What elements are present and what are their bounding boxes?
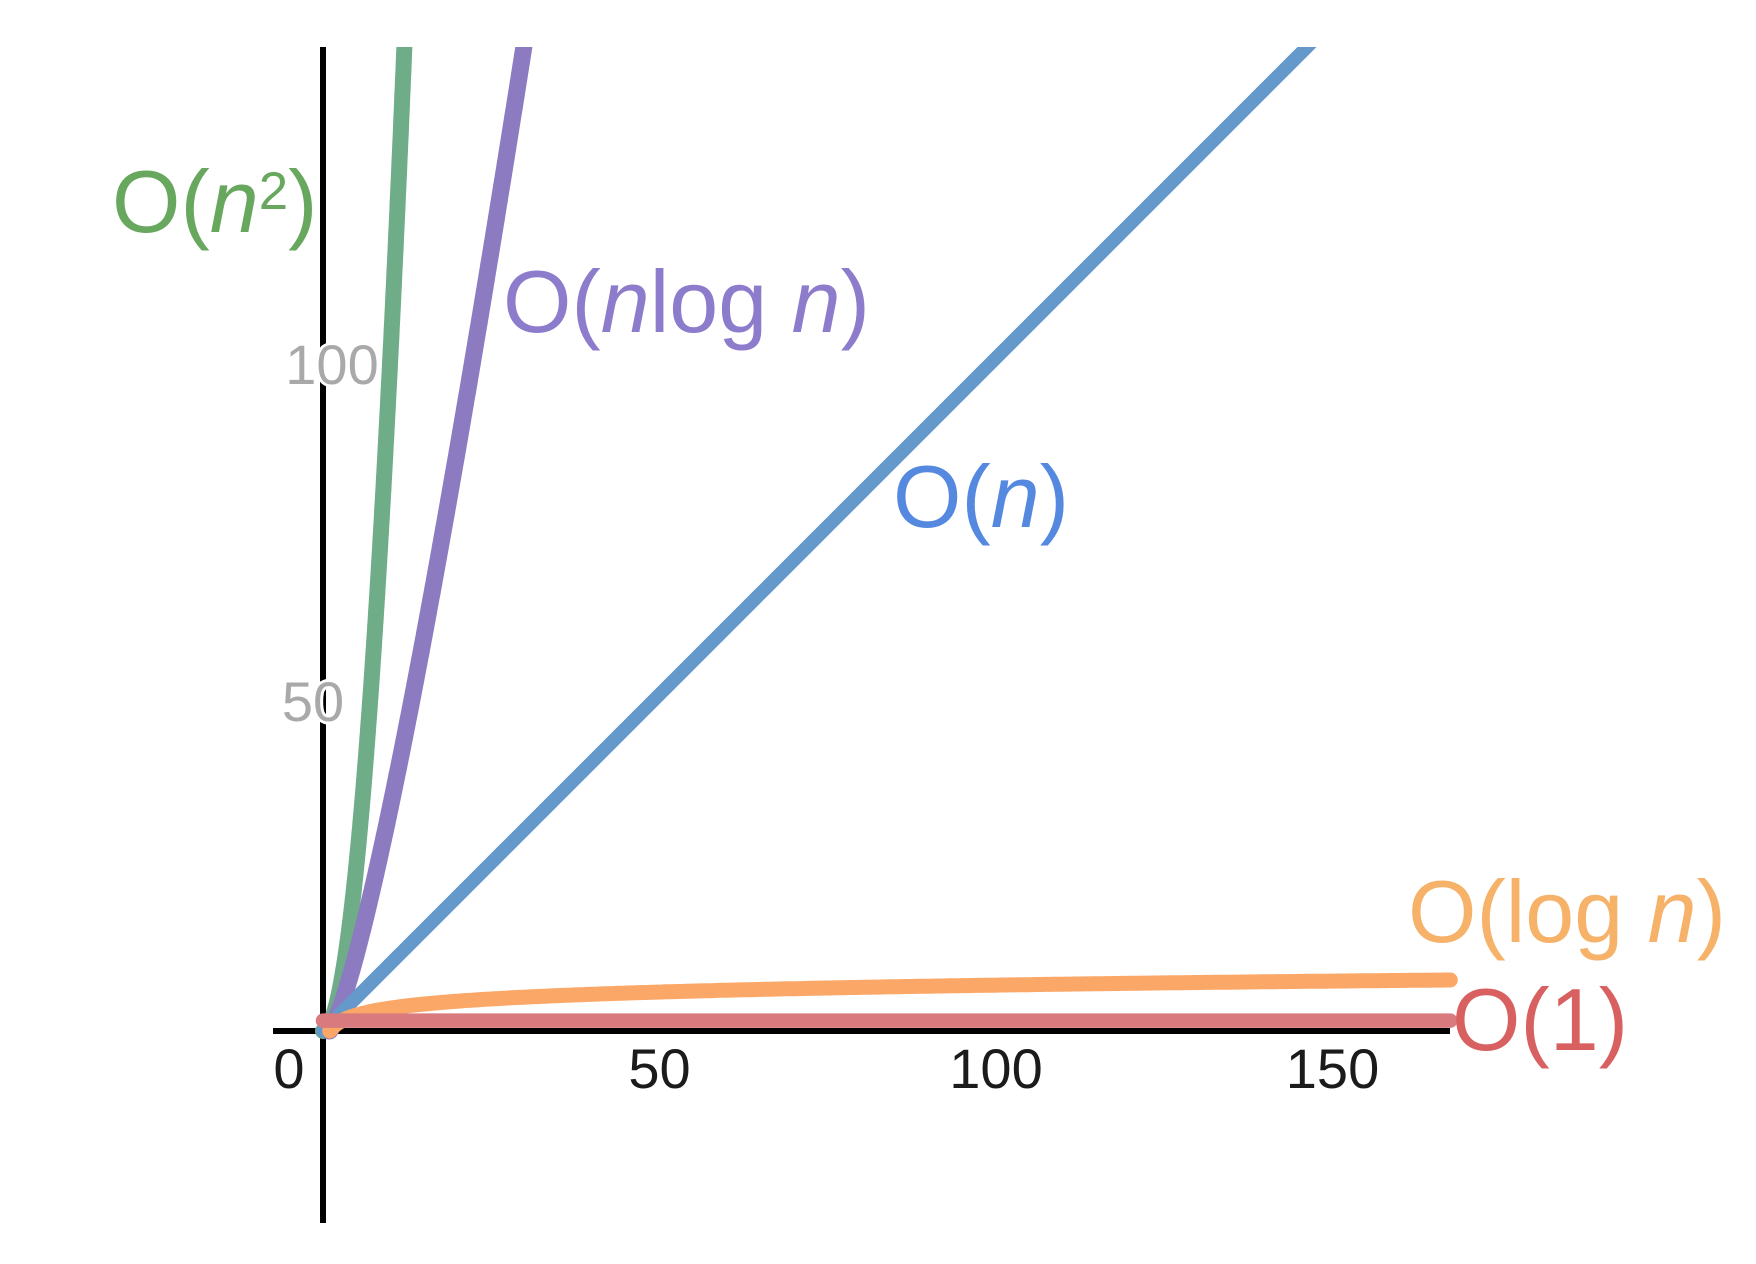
curve-o-n-log-n: [320, 47, 533, 1040]
curve-o-log-n: [322, 972, 1458, 1039]
curves-group: [315, 47, 1458, 1040]
curve-o-n: [316, 47, 1317, 1038]
